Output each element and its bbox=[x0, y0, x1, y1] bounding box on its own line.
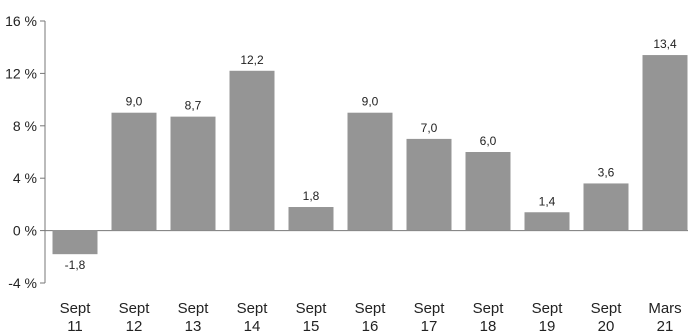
data-label: -1,8 bbox=[65, 258, 86, 272]
x-tick-label: Sept bbox=[296, 300, 328, 317]
y-tick-label: 0 % bbox=[13, 223, 37, 239]
y-tick-label: 12 % bbox=[5, 65, 37, 81]
data-label: 7,0 bbox=[421, 121, 438, 135]
x-tick-label: Sept bbox=[414, 300, 446, 317]
x-tick-label: 12 bbox=[126, 318, 143, 332]
x-tick-label: Sept bbox=[355, 300, 387, 317]
x-tick-label: 19 bbox=[539, 318, 556, 332]
y-tick-label: 16 % bbox=[5, 13, 37, 29]
y-ticks: 16 % 12 % 8 % 4 % 0 % -4 % bbox=[5, 13, 45, 291]
x-tick-label: Sept bbox=[119, 300, 151, 317]
bar bbox=[52, 230, 98, 255]
x-tick-label: 15 bbox=[303, 318, 320, 332]
bar bbox=[288, 207, 334, 231]
x-tick-label: 20 bbox=[598, 318, 615, 332]
x-tick-label: Sept bbox=[237, 300, 269, 317]
data-labels: -1,8 9,0 8,7 12,2 1,8 9,0 7,0 6,0 1,4 3,6 13,4 bbox=[65, 37, 677, 272]
bar bbox=[583, 183, 629, 231]
x-tick-label: Sept bbox=[532, 300, 564, 317]
x-tick-label: 17 bbox=[421, 318, 438, 332]
data-label: 13,4 bbox=[653, 37, 677, 51]
data-label: 1,8 bbox=[303, 189, 320, 203]
x-tick-label: Mars bbox=[648, 300, 681, 317]
x-tick-label: Sept bbox=[60, 300, 92, 317]
x-tick-label: Sept bbox=[178, 300, 210, 317]
bar bbox=[524, 212, 570, 231]
data-label: 8,7 bbox=[185, 99, 202, 113]
data-label: 3,6 bbox=[598, 165, 615, 179]
y-tick-label: 8 % bbox=[13, 118, 37, 134]
bar bbox=[642, 55, 688, 231]
bar bbox=[465, 152, 511, 231]
y-tick-label: -4 % bbox=[8, 275, 37, 291]
bar bbox=[406, 138, 452, 231]
x-tick-label: 21 bbox=[657, 318, 674, 332]
data-label: 9,0 bbox=[126, 95, 143, 109]
bar bbox=[170, 116, 216, 231]
data-label: 6,0 bbox=[480, 134, 497, 148]
x-tick-label: Sept bbox=[591, 300, 623, 317]
x-tick-label: 13 bbox=[185, 318, 202, 332]
y-tick-label: 4 % bbox=[13, 170, 37, 186]
bar bbox=[111, 112, 157, 231]
x-tick-label: 16 bbox=[362, 318, 379, 332]
data-label: 12,2 bbox=[240, 53, 264, 67]
x-tick-label: Sept bbox=[473, 300, 505, 317]
x-tick-label: 18 bbox=[480, 318, 497, 332]
data-label: 1,4 bbox=[539, 194, 556, 208]
bars bbox=[52, 55, 688, 255]
x-tick-label: 14 bbox=[244, 318, 261, 332]
data-label: 9,0 bbox=[362, 95, 379, 109]
x-tick-label: 11 bbox=[67, 318, 83, 332]
x-labels: Sept11Sept12Sept13Sept14Sept15Sept16Sept… bbox=[60, 300, 682, 332]
bar bbox=[229, 70, 275, 231]
bar bbox=[347, 112, 393, 231]
